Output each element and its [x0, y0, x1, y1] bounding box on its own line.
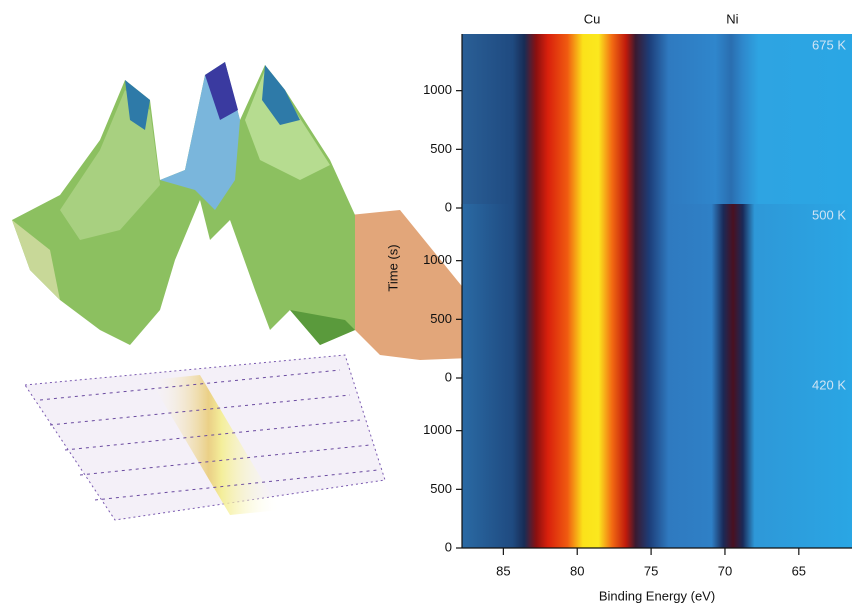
- figure: 675 K 0 500 1000 500 K 0 500 1000 420 K 0 500 1000 8…: [0, 0, 856, 606]
- x-tick-label: 65: [792, 563, 806, 578]
- heatmap-panel: [462, 374, 852, 548]
- x-tick-label: 70: [718, 563, 732, 578]
- panel-label: 675 K: [812, 37, 846, 52]
- heatmap-panel: [462, 34, 852, 208]
- y-tick-label: 0: [445, 199, 452, 214]
- x-tick-label: 75: [644, 563, 658, 578]
- x-tick-label: 85: [496, 563, 510, 578]
- y-tick-label: 1000: [423, 422, 452, 437]
- x-axis-label: Binding Energy (eV): [599, 588, 715, 603]
- y-axis-label: Time (s): [385, 244, 400, 291]
- panel-label: 500 K: [812, 207, 846, 222]
- y-tick-label: 0: [445, 369, 452, 384]
- heatmap-plot: 675 K 0 500 1000 500 K 0 500 1000 420 K 0 500 1000 8…: [423, 11, 852, 578]
- y-tick-label: 1000: [423, 252, 452, 267]
- y-tick-label: 1000: [423, 82, 452, 97]
- y-tick-label: 500: [430, 481, 452, 496]
- peak-label: Ni: [726, 11, 738, 26]
- contour-projection: [25, 355, 385, 520]
- peak-label: Cu: [584, 11, 601, 26]
- y-tick-label: 0: [445, 539, 452, 554]
- heatmap-panel: [462, 204, 852, 378]
- y-tick-label: 500: [430, 311, 452, 326]
- y-tick-label: 500: [430, 141, 452, 156]
- x-tick-label: 80: [570, 563, 584, 578]
- panel-label: 420 K: [812, 377, 846, 392]
